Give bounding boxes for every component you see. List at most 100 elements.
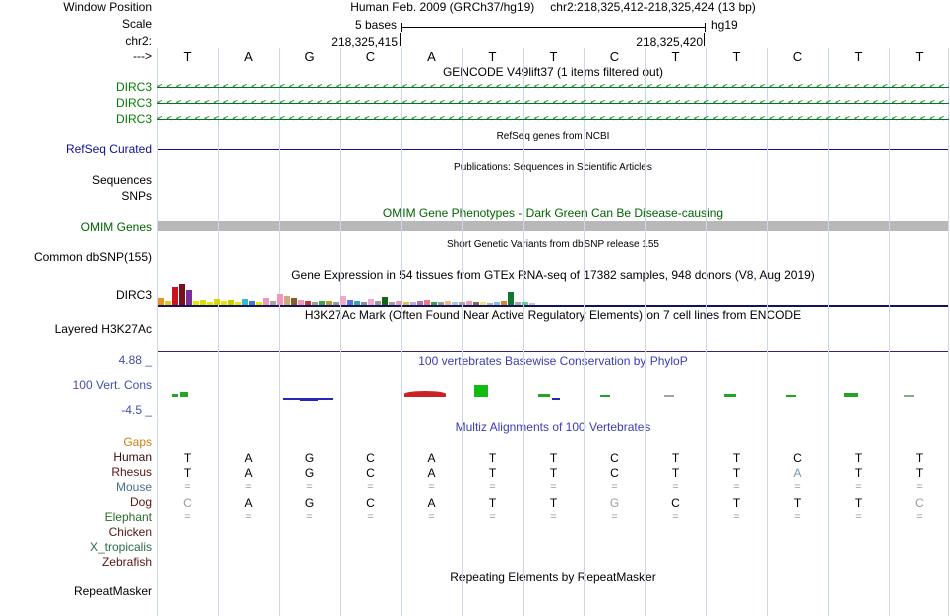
gtex-expression-bar[interactable]: [242, 299, 248, 305]
gtex-expression-bar[interactable]: [291, 298, 297, 305]
gtex-expression-bar[interactable]: [158, 298, 164, 305]
omim-gene-bar[interactable]: [157, 221, 949, 231]
base-letter: C: [365, 49, 376, 64]
alignment-base: A: [244, 466, 253, 480]
base-letter: T: [671, 49, 680, 64]
gtex-expression-bar[interactable]: [466, 301, 472, 305]
gtex-expression-bar[interactable]: [417, 301, 423, 305]
conservation-track-label[interactable]: 100 Vert. Cons: [72, 378, 152, 392]
gene-transcript-line[interactable]: [157, 119, 949, 120]
species-label-human[interactable]: Human: [113, 450, 152, 464]
base-letter: T: [854, 49, 863, 64]
gtex-expression-bar[interactable]: [403, 302, 409, 305]
gtex-expression-bar[interactable]: [459, 302, 465, 305]
alignment-base: C: [183, 496, 192, 510]
alignment-base: =: [916, 481, 923, 493]
gtex-expression-bar[interactable]: [361, 302, 367, 305]
gtex-expression-bar[interactable]: [410, 302, 416, 305]
gtex-expression-bar[interactable]: [319, 301, 325, 305]
gtex-expression-bar[interactable]: [249, 301, 255, 305]
gtex-expression-bar[interactable]: [375, 301, 381, 305]
gtex-expression-bar[interactable]: [333, 302, 339, 305]
alignment-base: T: [732, 496, 741, 510]
species-label-elephant[interactable]: Elephant: [104, 510, 152, 524]
refseq-curated-line[interactable]: [157, 149, 949, 150]
gtex-expression-bar[interactable]: [340, 296, 346, 305]
gtex-expression-bar[interactable]: [473, 302, 479, 305]
gtex-expression-bar[interactable]: [494, 302, 500, 305]
gencode-gene-label[interactable]: DIRC3: [115, 80, 152, 94]
gtex-expression-bar[interactable]: [235, 302, 241, 305]
publications-sequences-label[interactable]: Sequences: [91, 173, 152, 187]
gtex-gene-label[interactable]: DIRC3: [115, 288, 152, 302]
gtex-expression-bar[interactable]: [515, 302, 521, 305]
gtex-expression-bar[interactable]: [305, 301, 311, 305]
gtex-expression-bar[interactable]: [277, 294, 283, 305]
gtex-expression-bar[interactable]: [200, 300, 206, 305]
gtex-expression-bar[interactable]: [508, 292, 514, 305]
gtex-expression-bar[interactable]: [480, 302, 486, 305]
alignment-base: T: [915, 466, 924, 480]
alignment-base: A: [427, 496, 436, 510]
conservation-min-label: -4.5 _: [121, 403, 152, 417]
species-label-dog[interactable]: Dog: [129, 495, 152, 509]
gtex-expression-bar[interactable]: [389, 302, 395, 305]
gtex-expression-bar[interactable]: [396, 301, 402, 305]
gtex-expression-bar[interactable]: [193, 301, 199, 305]
species-label-rhesus[interactable]: Rhesus: [111, 465, 152, 479]
gtex-expression-bar[interactable]: [326, 301, 332, 305]
gtex-expression-bar[interactable]: [186, 290, 192, 305]
species-label-mouse[interactable]: Mouse: [115, 480, 152, 494]
species-label-chicken[interactable]: Chicken: [108, 525, 152, 539]
alignment-base: =: [794, 481, 801, 493]
gtex-expression-bar[interactable]: [438, 302, 444, 305]
species-label-zebrafish[interactable]: Zebrafish: [101, 555, 152, 569]
species-label-gaps[interactable]: Gaps: [123, 435, 152, 449]
alignment-base: T: [854, 466, 863, 480]
conservation-bar: [724, 394, 736, 397]
refseq-curated-label[interactable]: RefSeq Curated: [65, 142, 152, 156]
gtex-expression-bar[interactable]: [529, 303, 535, 305]
omim-genes-label[interactable]: OMIM Genes: [80, 220, 152, 234]
gtex-expression-bar[interactable]: [270, 301, 276, 305]
gtex-expression-bar[interactable]: [165, 301, 171, 305]
gtex-expression-bar[interactable]: [424, 300, 430, 305]
base-letter: T: [183, 49, 192, 64]
gtex-expression-bar[interactable]: [431, 302, 437, 305]
gtex-expression-bar[interactable]: [382, 297, 388, 305]
gtex-expression-bar[interactable]: [368, 299, 374, 305]
gtex-expression-bar[interactable]: [221, 301, 227, 305]
gtex-expression-bar[interactable]: [347, 300, 353, 305]
gtex-expression-bar[interactable]: [214, 299, 220, 305]
publications-snps-label[interactable]: SNPs: [121, 189, 152, 203]
gtex-expression-bar[interactable]: [179, 284, 185, 305]
gtex-expression-bar[interactable]: [284, 296, 290, 305]
base-letter: T: [488, 49, 497, 64]
gtex-expression-bar[interactable]: [445, 301, 451, 305]
conservation-bar: [300, 398, 318, 401]
gtex-expression-bar[interactable]: [501, 301, 507, 305]
species-label-x_tropicalis[interactable]: X_tropicalis: [89, 540, 152, 554]
gtex-expression-bar[interactable]: [207, 302, 213, 305]
gene-transcript-line[interactable]: [157, 87, 949, 88]
repeatmasker-label[interactable]: RepeatMasker: [73, 584, 152, 598]
alignment-base: A: [427, 451, 436, 465]
gtex-expression-bar[interactable]: [452, 302, 458, 305]
gene-transcript-line[interactable]: [157, 103, 949, 104]
gtex-expression-bar[interactable]: [263, 298, 269, 305]
common-dbsnp-label[interactable]: Common dbSNP(155): [33, 250, 152, 264]
repeatmasker-track-title: Repeating Elements by RepeatMasker: [450, 570, 656, 584]
layered-h3k27ac-label[interactable]: Layered H3K27Ac: [54, 322, 152, 336]
gtex-expression-bar[interactable]: [312, 302, 318, 305]
gtex-expression-bar[interactable]: [228, 300, 234, 305]
gtex-expression-bar[interactable]: [298, 300, 304, 305]
gencode-track-title: GENCODE V49lift37 (1 items filtered out): [442, 65, 664, 79]
gencode-gene-label[interactable]: DIRC3: [115, 112, 152, 126]
alignment-base: G: [304, 496, 315, 510]
gtex-expression-bar[interactable]: [172, 287, 178, 305]
gencode-gene-label[interactable]: DIRC3: [115, 96, 152, 110]
gtex-expression-bar[interactable]: [487, 303, 493, 305]
gtex-expression-bar[interactable]: [522, 302, 528, 305]
gtex-expression-bar[interactable]: [256, 302, 262, 305]
gtex-expression-bar[interactable]: [354, 301, 360, 305]
